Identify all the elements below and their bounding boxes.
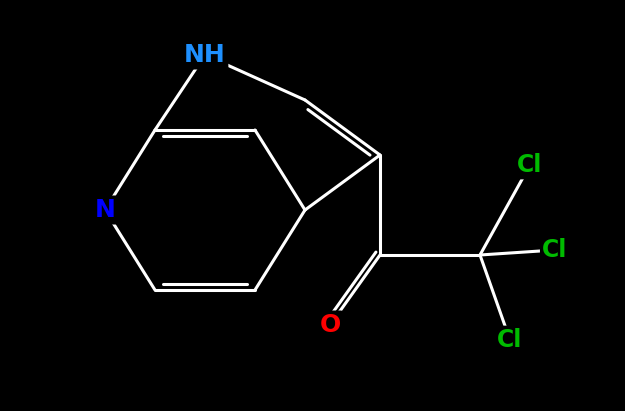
Text: N: N [94, 198, 116, 222]
Text: NH: NH [184, 43, 226, 67]
Text: O: O [319, 313, 341, 337]
Text: Cl: Cl [498, 328, 522, 352]
Text: Cl: Cl [542, 238, 568, 262]
Text: Cl: Cl [518, 153, 542, 177]
